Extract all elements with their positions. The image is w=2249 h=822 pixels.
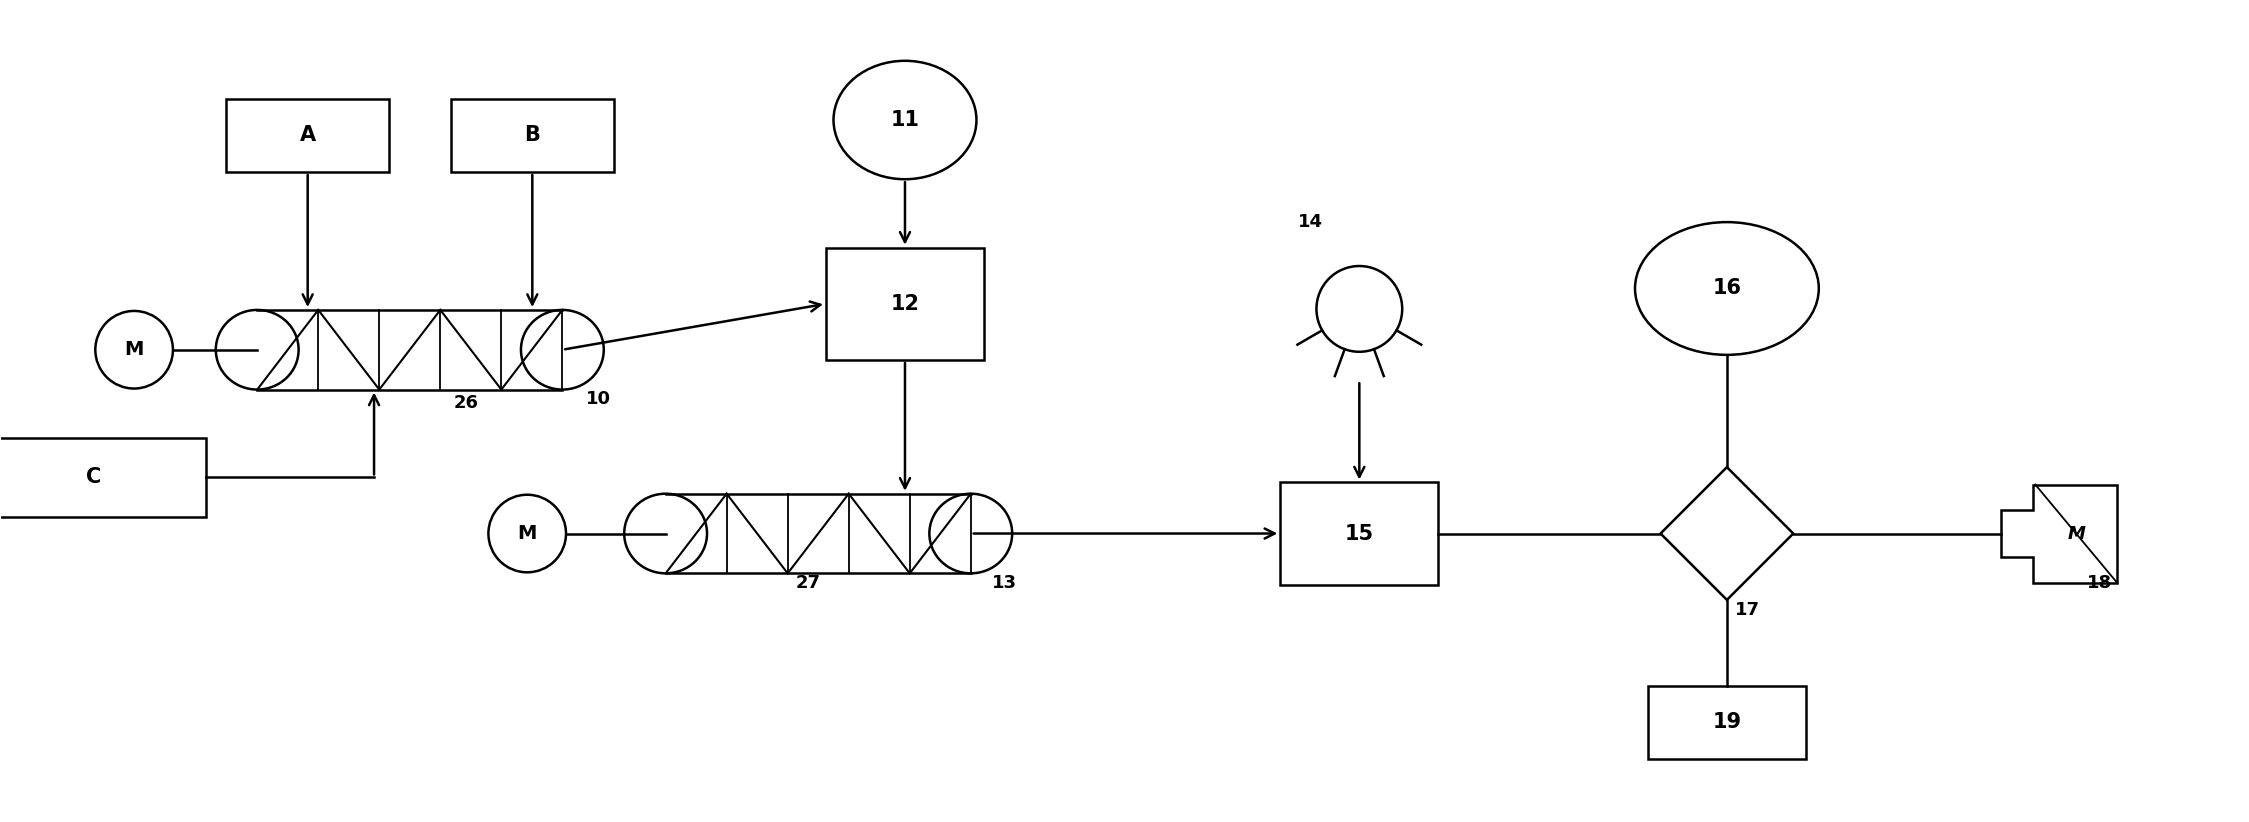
Text: 18: 18	[2087, 574, 2112, 592]
Bar	[1649, 686, 1806, 760]
Bar	[450, 99, 614, 172]
Text: 14: 14	[1298, 213, 1322, 231]
Text: 27: 27	[796, 574, 821, 592]
Text: 11: 11	[891, 110, 920, 130]
Bar	[1280, 483, 1439, 584]
Text: 12: 12	[891, 293, 920, 314]
Text: 26: 26	[454, 394, 479, 412]
Text: 10: 10	[587, 390, 612, 408]
Text: 17: 17	[1734, 601, 1759, 619]
Text: C: C	[85, 468, 101, 487]
Bar	[225, 99, 389, 172]
Text: M: M	[2067, 524, 2085, 543]
Text: M: M	[124, 340, 144, 359]
Bar	[825, 247, 985, 360]
Text: M: M	[517, 524, 538, 543]
Text: 19: 19	[1711, 713, 1741, 732]
Text: 15: 15	[1345, 524, 1374, 543]
Text: 13: 13	[992, 574, 1017, 592]
Text: B: B	[524, 125, 540, 145]
Bar	[0, 437, 205, 517]
Text: 16: 16	[1711, 279, 1741, 298]
Text: A: A	[299, 125, 315, 145]
